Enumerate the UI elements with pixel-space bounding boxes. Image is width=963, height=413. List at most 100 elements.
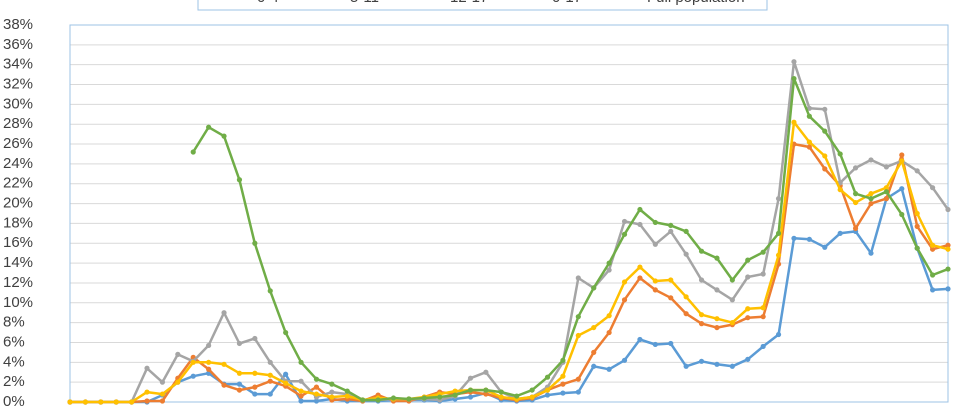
point [760, 343, 766, 350]
point [806, 236, 812, 242]
point [683, 251, 689, 257]
point [483, 369, 489, 375]
point [698, 312, 705, 318]
point [591, 363, 597, 369]
point [591, 324, 597, 331]
point [668, 277, 674, 283]
point [283, 371, 289, 377]
point [745, 306, 751, 312]
point [652, 341, 658, 348]
point [914, 223, 920, 229]
point [452, 388, 458, 394]
point [544, 392, 551, 398]
point [67, 399, 73, 405]
point [267, 378, 273, 384]
point [514, 393, 520, 399]
point [344, 388, 350, 394]
point [283, 380, 289, 386]
point [529, 394, 535, 400]
point [945, 242, 951, 248]
point [575, 275, 581, 281]
y-tick-label: 30% [3, 95, 33, 112]
point [929, 242, 936, 248]
point [206, 366, 212, 372]
point [775, 196, 782, 202]
y-tick-label: 38% [3, 16, 33, 33]
point [298, 388, 304, 394]
point [729, 320, 735, 326]
y-tick-label: 34% [3, 56, 33, 73]
y-tick-label: 14% [3, 254, 33, 271]
point [298, 393, 304, 399]
point [806, 144, 812, 150]
point [729, 363, 735, 369]
point [883, 196, 889, 202]
point [822, 153, 828, 159]
point [560, 381, 566, 387]
point [729, 297, 735, 303]
point [252, 370, 258, 376]
point [652, 278, 658, 284]
point [852, 225, 859, 231]
point [698, 321, 705, 327]
point [267, 372, 273, 378]
point [775, 230, 782, 236]
point [467, 375, 474, 381]
point [837, 230, 843, 236]
legend-label: 0-17 [552, 0, 582, 6]
legend-label: Full population [647, 0, 745, 6]
point [914, 210, 920, 217]
point [806, 113, 812, 119]
series-line [192, 77, 949, 402]
point [190, 373, 196, 379]
point [621, 231, 628, 237]
point [221, 361, 227, 367]
y-tick-label: 32% [3, 75, 33, 92]
point [914, 168, 920, 174]
point [329, 381, 335, 387]
point [498, 394, 504, 400]
point [375, 397, 381, 403]
point [945, 266, 951, 272]
point [868, 250, 874, 256]
point [698, 358, 705, 364]
point [806, 105, 812, 111]
point [236, 387, 243, 393]
point [437, 394, 443, 400]
point [683, 363, 689, 369]
point [221, 133, 227, 139]
point [714, 287, 720, 293]
point [837, 151, 843, 157]
point [668, 295, 674, 301]
point [498, 389, 504, 395]
point [883, 185, 889, 191]
point [791, 59, 797, 65]
point [560, 357, 566, 363]
point [683, 294, 689, 300]
point [313, 384, 320, 390]
point [868, 157, 874, 163]
point [606, 366, 612, 372]
point [283, 329, 289, 336]
y-tick-label: 36% [3, 36, 33, 53]
y-tick-label: 18% [3, 214, 33, 231]
point [745, 274, 751, 280]
point [837, 187, 843, 193]
y-tick-label: 24% [3, 155, 33, 172]
point [899, 152, 905, 158]
point [113, 399, 119, 405]
point [637, 206, 643, 213]
point [698, 248, 705, 254]
point [144, 398, 150, 404]
point [698, 277, 705, 283]
y-tick-label: 0% [3, 393, 25, 410]
point [236, 381, 243, 387]
point [899, 186, 905, 192]
point [945, 286, 951, 292]
point [745, 356, 751, 362]
point [606, 267, 612, 273]
point [683, 228, 689, 234]
point [652, 287, 658, 293]
point [206, 359, 212, 365]
